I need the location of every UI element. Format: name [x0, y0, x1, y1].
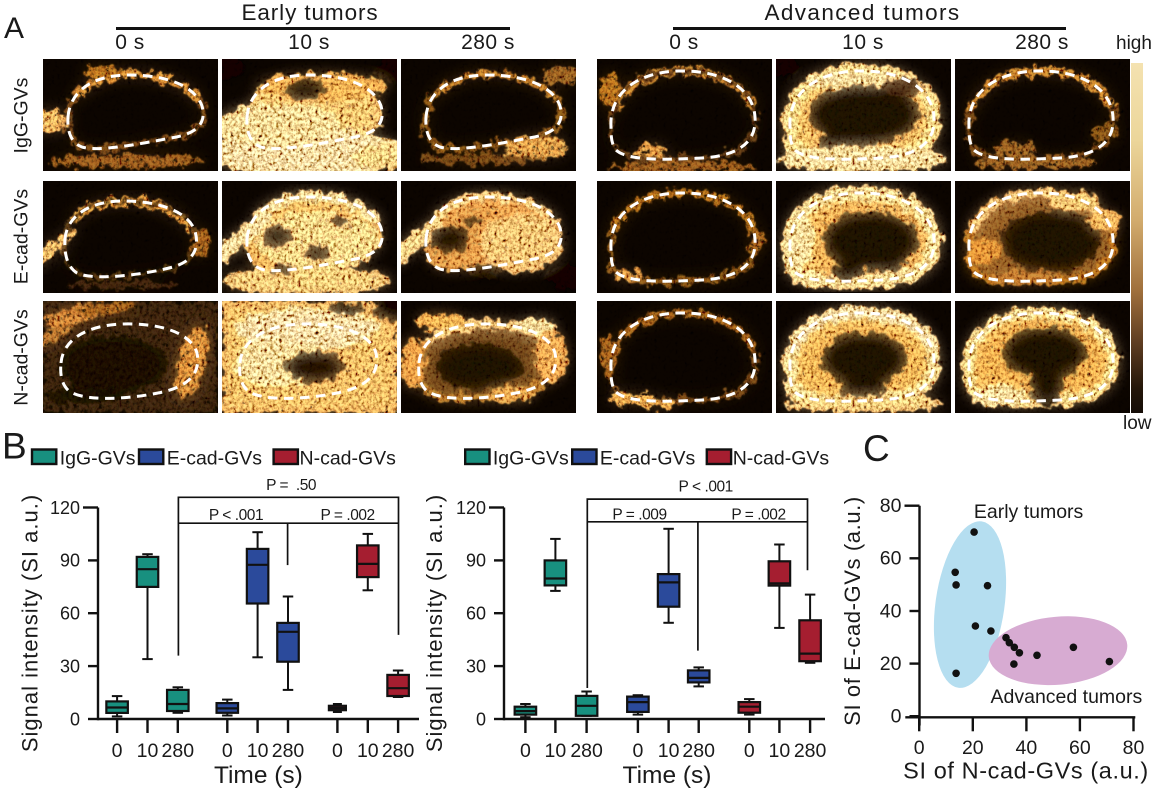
svg-text:80: 80: [880, 495, 902, 517]
svg-text:90: 90: [466, 551, 486, 571]
svg-text:SI of E-cad-GVs (a.u.): SI of E-cad-GVs (a.u.): [840, 496, 865, 726]
svg-text:Time (s): Time (s): [214, 762, 303, 789]
svg-text:Early tumors: Early tumors: [974, 501, 1084, 523]
svg-text:Signal intensity (SI a.u.): Signal intensity (SI a.u.): [422, 494, 447, 752]
svg-text:N-cad-GVs: N-cad-GVs: [733, 448, 830, 470]
svg-text:0: 0: [744, 740, 755, 762]
svg-text:120: 120: [50, 498, 80, 518]
svg-text:P = .002: P = .002: [320, 507, 374, 524]
svg-text:0: 0: [476, 709, 486, 729]
svg-text:0: 0: [70, 709, 80, 729]
svg-text:20: 20: [880, 653, 902, 675]
svg-text:280: 280: [794, 740, 827, 762]
svg-text:B: B: [2, 430, 27, 467]
svg-text:280: 280: [162, 740, 195, 762]
svg-text:10: 10: [357, 740, 379, 762]
svg-text:P < .001: P < .001: [679, 479, 733, 496]
svg-text:P = .002: P = .002: [731, 507, 785, 524]
svg-text:SI of N-cad-GVs (a.u.): SI of N-cad-GVs (a.u.): [903, 758, 1149, 784]
svg-text:0: 0: [520, 740, 531, 762]
svg-text:10: 10: [545, 740, 567, 762]
svg-text:0: 0: [112, 740, 123, 762]
svg-text:30: 30: [466, 656, 486, 676]
svg-text:0: 0: [891, 706, 902, 728]
svg-text:280: 280: [382, 740, 415, 762]
svg-text:60: 60: [466, 604, 486, 624]
svg-text:60: 60: [880, 548, 902, 570]
svg-text:IgG-GVs: IgG-GVs: [60, 448, 136, 470]
svg-text:20: 20: [962, 737, 984, 759]
svg-text:Advanced tumors: Advanced tumors: [991, 686, 1143, 708]
svg-text:280: 280: [272, 740, 305, 762]
svg-text:280: 280: [682, 740, 715, 762]
svg-text:E-cad-GVs: E-cad-GVs: [167, 448, 263, 470]
svg-text:80: 80: [1123, 737, 1145, 759]
svg-text:Signal intensity (SI a.u.): Signal intensity (SI a.u.): [18, 494, 43, 752]
svg-text:IgG-GVs: IgG-GVs: [493, 448, 569, 470]
svg-text:60: 60: [60, 604, 80, 624]
svg-text:0: 0: [632, 740, 643, 762]
svg-text:0: 0: [222, 740, 233, 762]
svg-text:40: 40: [880, 600, 902, 622]
svg-text:10: 10: [769, 740, 791, 762]
svg-text:10: 10: [137, 740, 159, 762]
svg-text:30: 30: [60, 656, 80, 676]
svg-text:90: 90: [60, 551, 80, 571]
svg-text:120: 120: [456, 498, 486, 518]
svg-text:P = .50: P = .50: [266, 477, 317, 494]
svg-text:0: 0: [914, 737, 925, 759]
svg-text:P = .009: P = .009: [612, 507, 666, 524]
svg-text:60: 60: [1069, 737, 1091, 759]
svg-text:10: 10: [247, 740, 269, 762]
svg-text:P < .001: P < .001: [209, 507, 263, 524]
svg-text:C: C: [863, 430, 890, 469]
svg-text:40: 40: [1016, 737, 1038, 759]
svg-text:0: 0: [332, 740, 343, 762]
svg-text:E-cad-GVs: E-cad-GVs: [600, 448, 696, 470]
svg-text:10: 10: [658, 740, 680, 762]
svg-text:280: 280: [570, 740, 603, 762]
svg-text:N-cad-GVs: N-cad-GVs: [300, 448, 397, 470]
svg-text:Time (s): Time (s): [623, 762, 712, 789]
